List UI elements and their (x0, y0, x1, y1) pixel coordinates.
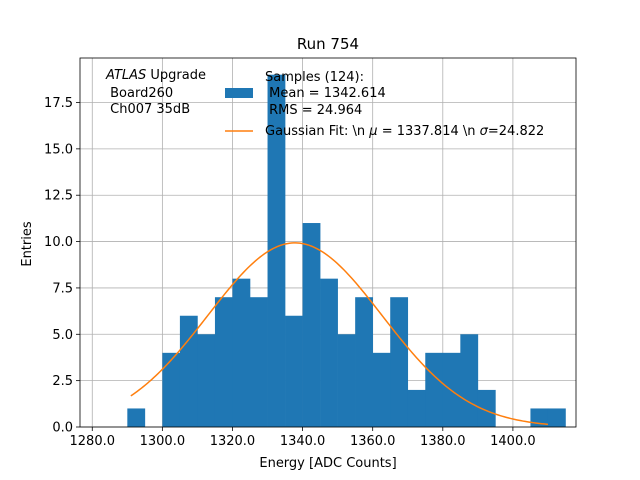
histogram-bar-13 (355, 297, 373, 427)
histogram-bar-7 (250, 297, 268, 427)
x-tick-label-6: 1400.0 (490, 434, 536, 449)
histogram-bar-15 (390, 297, 409, 427)
gaussian-fit-layer (130, 242, 549, 426)
x-axis-label: Energy [ADC Counts] (259, 456, 396, 471)
legend-samples-line-1: Samples (124): (265, 70, 364, 85)
x-tick-label-1: 1300.0 (140, 434, 186, 449)
y-tick-label-2: 5.0 (52, 328, 73, 343)
histogram-bar-3 (179, 315, 198, 427)
chart-title: Run 754 (297, 35, 359, 53)
histogram-bar-4 (197, 334, 216, 427)
legend-samples-line-2: Mean = 1342.614 (265, 86, 386, 101)
atlas-annotation: ATLAS Upgrade Board260 Ch007 35dB (105, 68, 206, 117)
legend-fit-sigma: σ (480, 124, 489, 139)
annotation-atlas: ATLAS (105, 68, 146, 83)
x-tick-label-2: 1320.0 (210, 434, 256, 449)
y-tick-label-4: 10.0 (44, 235, 73, 250)
legend-fit-label: Gaussian Fit: \n μ = 1337.814 \n σ=24.82… (265, 124, 544, 139)
histogram-bar-24 (547, 408, 566, 427)
histogram-bar-0 (127, 408, 146, 427)
y-tick-label-7: 17.5 (44, 96, 73, 111)
annotation-line-2: Board260 (106, 86, 173, 101)
legend-fit-prefix: Gaussian Fit: \n (265, 124, 369, 139)
x-tick-label-4: 1360.0 (350, 434, 396, 449)
histogram-bar-19 (460, 334, 479, 427)
y-axis-ticks: 0.0 2.5 5.0 7.5 10.0 12.5 15.0 17.5 (44, 96, 80, 436)
plot-frame (79, 57, 577, 428)
annotation-upgrade: Upgrade (146, 68, 206, 83)
legend-samples-line-3: RMS = 24.964 (265, 103, 362, 118)
histogram-bar-20 (477, 389, 496, 427)
legend-fit-mu: μ (368, 124, 377, 139)
legend: Samples (124): Mean = 1342.614 RMS = 24.… (225, 70, 544, 139)
histogram-bars (127, 74, 566, 427)
x-tick-label-3: 1340.0 (280, 434, 326, 449)
y-tick-label-1: 2.5 (52, 374, 73, 389)
annotation-line-1: ATLAS Upgrade (105, 68, 206, 83)
histogram-bar-12 (337, 334, 356, 427)
y-tick-label-6: 15.0 (44, 142, 73, 157)
y-tick-label-3: 7.5 (52, 281, 73, 296)
legend-fit-suffix: =24.822 (488, 124, 544, 139)
histogram-bar-2 (162, 352, 181, 427)
x-tick-label-0: 1280.0 (70, 434, 116, 449)
histogram-bar-17 (425, 352, 444, 427)
histogram-bar-6 (232, 278, 251, 427)
histogram-bar-11 (320, 278, 338, 427)
y-tick-label-0: 0.0 (52, 421, 73, 436)
legend-fit-mid: = 1337.814 \n (378, 124, 480, 139)
grid-lines (80, 58, 576, 428)
gaussian-fit-curve (130, 242, 549, 426)
x-tick-label-5: 1380.0 (420, 434, 466, 449)
histogram-bar-5 (214, 297, 233, 427)
legend-bar-swatch (225, 88, 253, 98)
histogram-bar-14 (372, 352, 391, 427)
histogram-bar-8 (267, 74, 286, 427)
histogram-bar-10 (302, 223, 321, 427)
y-axis-label: Entries (20, 221, 35, 267)
annotation-line-3: Ch007 35dB (106, 102, 190, 117)
x-axis-ticks: 1280.0 1300.0 1320.0 1340.0 1360.0 1380.0 1400… (70, 427, 536, 449)
histogram-bar-9 (285, 315, 303, 427)
histogram-bar-16 (407, 389, 426, 427)
y-tick-label-5: 12.5 (44, 189, 73, 204)
